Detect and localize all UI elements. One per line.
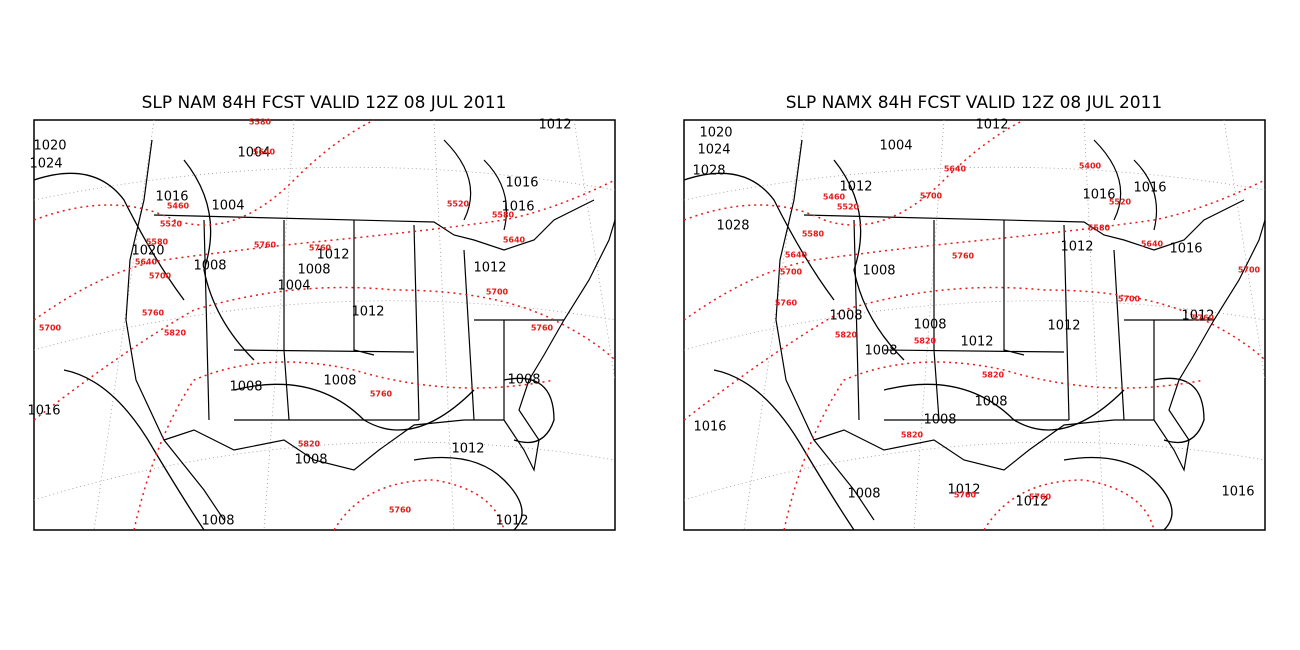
thickness-label: 5820 bbox=[901, 431, 924, 440]
isobar-label: 1016 bbox=[1221, 485, 1254, 500]
isobar-label: 1012 bbox=[451, 442, 484, 457]
isobar-label: 1020 bbox=[699, 126, 732, 141]
isobar-label: 1004 bbox=[211, 199, 244, 214]
isobar-label: 1024 bbox=[29, 157, 62, 172]
thickness-label: 5520 bbox=[447, 200, 470, 209]
isobar-label: 1012 bbox=[1181, 309, 1214, 324]
thickness-label: 5760 bbox=[1192, 314, 1215, 323]
thickness-label: 5820 bbox=[914, 337, 937, 346]
isobar-label: 1008 bbox=[294, 453, 327, 468]
thickness-label: 5700 bbox=[1238, 266, 1261, 275]
thickness-label: 5460 bbox=[823, 193, 846, 202]
thickness-label: 5760 bbox=[775, 299, 798, 308]
thickness-label: 5760 bbox=[254, 241, 277, 250]
thickness-label: 5580 bbox=[1088, 224, 1111, 233]
thickness-label: 5640 bbox=[503, 236, 526, 245]
thickness-label: 5820 bbox=[164, 329, 187, 338]
thickness-label: 5580 bbox=[492, 211, 515, 220]
thickness-label: 5700 bbox=[1118, 295, 1141, 304]
isobar-label: 1016 bbox=[1082, 188, 1115, 203]
isobar-label: 1012 bbox=[960, 335, 993, 350]
thickness-label: 5640 bbox=[253, 148, 276, 157]
isobar-label: 1020 bbox=[33, 139, 66, 154]
thickness-label: 5760 bbox=[370, 390, 393, 399]
isobar-label: 1008 bbox=[913, 318, 946, 333]
isobar-label: 1012 bbox=[538, 118, 571, 133]
thickness-label: 5640 bbox=[944, 165, 967, 174]
thickness-label: 5580 bbox=[146, 238, 169, 247]
thickness-label: 5640 bbox=[1141, 240, 1164, 249]
thickness-label: 5820 bbox=[835, 331, 858, 340]
panel-title: SLP NAM 84H FCST VALID 12Z 08 JUL 2011 bbox=[142, 93, 507, 113]
isobar-label: 1008 bbox=[862, 264, 895, 279]
isobar-label: 1016 bbox=[505, 176, 538, 191]
thickness-label: 5640 bbox=[785, 251, 808, 260]
thickness-label: 5820 bbox=[982, 371, 1005, 380]
isobar-label: 1016 bbox=[1133, 181, 1166, 196]
thickness-label: 5520 bbox=[837, 203, 860, 212]
thickness-label: 5580 bbox=[249, 118, 272, 127]
map-panel bbox=[683, 119, 1266, 531]
thickness-label: 5700 bbox=[780, 268, 803, 277]
isobar-label: 1012 bbox=[1060, 240, 1093, 255]
thickness-label: 5520 bbox=[160, 220, 183, 229]
panel-title: SLP NAMX 84H FCST VALID 12Z 08 JUL 2011 bbox=[786, 93, 1163, 113]
isobar-label: 1008 bbox=[323, 374, 356, 389]
thickness-label: 5760 bbox=[309, 244, 332, 253]
isobar-label: 1008 bbox=[847, 487, 880, 502]
isobar-label: 1008 bbox=[201, 514, 234, 529]
thickness-label: 5700 bbox=[149, 272, 172, 281]
thickness-label: 5700 bbox=[39, 324, 62, 333]
isobar-label: 1012 bbox=[1047, 319, 1080, 334]
isobar-label: 1012 bbox=[316, 248, 349, 263]
isobar-label: 1016 bbox=[1169, 242, 1202, 257]
thickness-label: 5700 bbox=[486, 288, 509, 297]
thickness-label: 5760 bbox=[531, 324, 554, 333]
thickness-label: 5760 bbox=[1029, 493, 1052, 502]
thickness-label: 5520 bbox=[1109, 198, 1132, 207]
isobar-label: 1028 bbox=[716, 219, 749, 234]
isobar-label: 1012 bbox=[495, 514, 528, 529]
thickness-label: 5760 bbox=[952, 252, 975, 261]
isobar-label: 1008 bbox=[974, 395, 1007, 410]
isobar-label: 1008 bbox=[193, 259, 226, 274]
isobar-label: 1008 bbox=[229, 380, 262, 395]
thickness-label: 5760 bbox=[389, 506, 412, 515]
isobar-label: 1008 bbox=[829, 309, 862, 324]
isobar-label: 1008 bbox=[297, 263, 330, 278]
thickness-label: 5760 bbox=[142, 309, 165, 318]
isobar-label: 1008 bbox=[864, 344, 897, 359]
isobar-label: 1012 bbox=[839, 180, 872, 195]
isobar-label: 1004 bbox=[277, 279, 310, 294]
thickness-label: 5700 bbox=[920, 192, 943, 201]
isobar-label: 1008 bbox=[923, 413, 956, 428]
thickness-label: 5460 bbox=[167, 202, 190, 211]
isobar-label: 1016 bbox=[27, 404, 60, 419]
thickness-label: 5580 bbox=[802, 230, 825, 239]
thickness-label: 5760 bbox=[954, 491, 977, 500]
isobar-label: 1016 bbox=[155, 190, 188, 205]
isobar-label: 1004 bbox=[879, 139, 912, 154]
thickness-label: 5400 bbox=[1079, 162, 1102, 171]
isobar-label: 1012 bbox=[947, 483, 980, 498]
isobar-label: 1012 bbox=[975, 118, 1008, 133]
isobar-label: 1016 bbox=[501, 200, 534, 215]
isobar-label: 1008 bbox=[507, 373, 540, 388]
isobar-label: 1012 bbox=[351, 305, 384, 320]
isobar-label: 1020 bbox=[131, 244, 164, 259]
thickness-label: 5820 bbox=[298, 440, 321, 449]
isobar-label: 1012 bbox=[1015, 495, 1048, 510]
isobar-label: 1012 bbox=[473, 261, 506, 276]
thickness-label: 5640 bbox=[135, 258, 158, 267]
isobar-label: 1024 bbox=[697, 143, 730, 158]
isobar-label: 1028 bbox=[692, 164, 725, 179]
isobar-label: 1004 bbox=[237, 146, 270, 161]
isobar-label: 1016 bbox=[693, 420, 726, 435]
